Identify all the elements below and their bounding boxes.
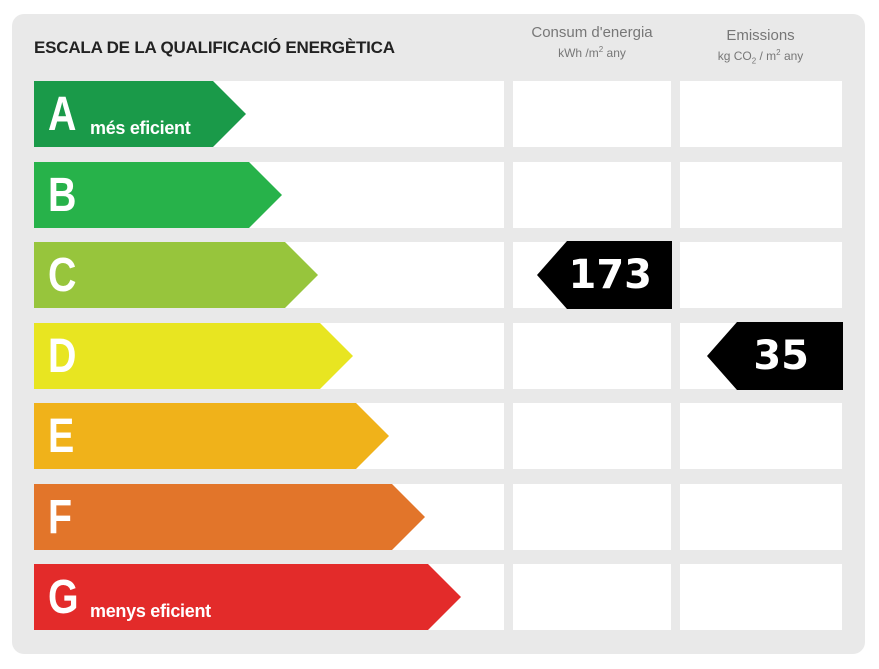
class-letter: F: [48, 491, 73, 544]
class-band-f: F: [34, 484, 425, 550]
emissions-column-header: Emissions kg CO2 / m2 any: [679, 27, 842, 65]
label-title: ESCALA DE LA QUALIFICACIÓ ENERGÈTICA: [34, 38, 395, 57]
class-row-c: C: [34, 242, 504, 308]
class-letter: G: [48, 571, 79, 624]
class-band-c: C: [34, 242, 318, 308]
emissions-column-label: Emissions: [726, 27, 795, 44]
class-sublabel: més eficient: [90, 118, 191, 138]
energy-cell-b: [513, 162, 671, 228]
energy-cell-f: [513, 484, 671, 550]
class-sublabel: menys eficient: [90, 601, 211, 621]
class-row-b: B: [34, 162, 504, 228]
emissions-cell-a: [680, 81, 842, 147]
emissions-cell-c: [680, 242, 842, 308]
energy-column-header: Consum d'energia kWh /m2 any: [512, 24, 672, 60]
emissions-rating-marker: 35: [707, 322, 843, 390]
emissions-cell-e: [680, 403, 842, 469]
energy-column-unit: kWh /m2 any: [558, 45, 626, 60]
emissions-cell-g: [680, 564, 842, 630]
energy-cell-e: [513, 403, 671, 469]
class-letter: C: [48, 249, 77, 302]
class-band-d: D: [34, 323, 353, 389]
energy-rating-marker: 173: [537, 241, 672, 309]
energy-cell-a: [513, 81, 671, 147]
energy-column-label: Consum d'energia: [531, 24, 653, 41]
emissions-column-unit: kg CO2 / m2 any: [717, 48, 804, 66]
emissions-cell-b: [680, 162, 842, 228]
class-letter: E: [48, 410, 75, 463]
class-row-e: E: [34, 403, 504, 469]
emissions-cell-f: [680, 484, 842, 550]
class-letter: A: [48, 88, 77, 141]
class-row-d: D: [34, 323, 504, 389]
energy-cell-d: [513, 323, 671, 389]
class-letter: B: [48, 169, 77, 222]
class-letter: D: [48, 330, 77, 383]
class-row-f: F: [34, 484, 504, 550]
class-band-e: E: [34, 403, 389, 469]
energy-cell-g: [513, 564, 671, 630]
class-band-b: B: [34, 162, 282, 228]
